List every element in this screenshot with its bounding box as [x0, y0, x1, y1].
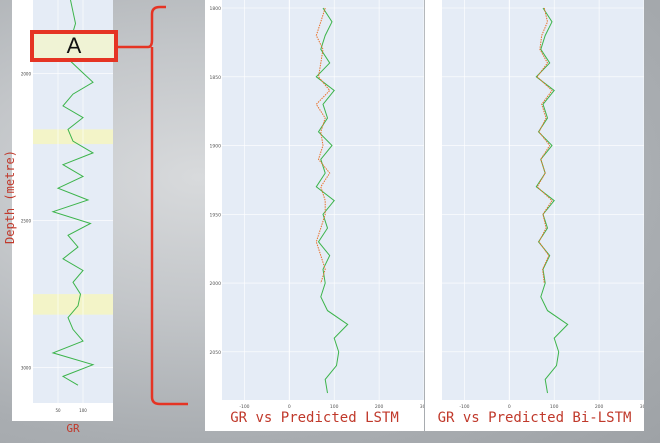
gr-actual-line	[315, 7, 349, 394]
lstm-panel: -1000100200300180018501900195020002050	[205, 0, 428, 431]
bracket-connector	[118, 5, 188, 406]
x-tick-label: 100	[550, 404, 559, 410]
annotation-label: A	[66, 33, 82, 58]
x-tick-label: 100	[330, 404, 339, 410]
well-log-axis-svg: 2000 2500 3000 50 100	[21, 72, 87, 413]
x-tick-label: 0	[288, 404, 291, 410]
gr-actual-line	[51, 0, 95, 386]
highlight-band-1	[33, 294, 113, 315]
x-tick-label: -100	[459, 404, 469, 410]
gr-predicted-line	[315, 7, 331, 284]
y-tick-label: 3000	[21, 366, 32, 371]
x-tick-label: 100	[79, 408, 87, 413]
annotation-box-a: A	[30, 30, 118, 62]
plot-area	[442, 0, 644, 400]
bilstm-axis-label: GR vs Predicted Bi-LSTM	[437, 410, 632, 426]
gr-predicted-line	[536, 7, 553, 284]
y-tick-label: 2000	[210, 281, 222, 287]
bilstm-chart-svg: -1000100200300	[442, 0, 648, 410]
y-tick-label: 1900	[210, 144, 222, 150]
lstm-chart-svg: -1000100200300180018501900195020002050	[210, 0, 428, 410]
y-tick-label: 2500	[21, 219, 32, 224]
y-tick-label: 2050	[210, 350, 222, 356]
gr-axis-label: GR	[66, 422, 80, 435]
lstm-axis-label: GR vs Predicted LSTM	[230, 410, 399, 426]
x-tick-label: 50	[55, 408, 61, 413]
y-tick-label: 1850	[210, 75, 222, 81]
y-tick-label: 2000	[21, 72, 32, 77]
plot-area	[222, 0, 424, 400]
highlight-band-0	[33, 129, 113, 145]
x-tick-label: -100	[239, 404, 249, 410]
x-tick-label: 200	[595, 404, 604, 410]
x-tick-label: 0	[508, 404, 511, 410]
y-tick-label: 1800	[210, 6, 222, 12]
well-log-svg	[33, 0, 113, 403]
x-tick-label: 200	[375, 404, 384, 410]
y-tick-label: 1950	[210, 212, 222, 218]
bilstm-panel: -1000100200300	[425, 0, 648, 431]
well-log-plot	[33, 0, 113, 403]
